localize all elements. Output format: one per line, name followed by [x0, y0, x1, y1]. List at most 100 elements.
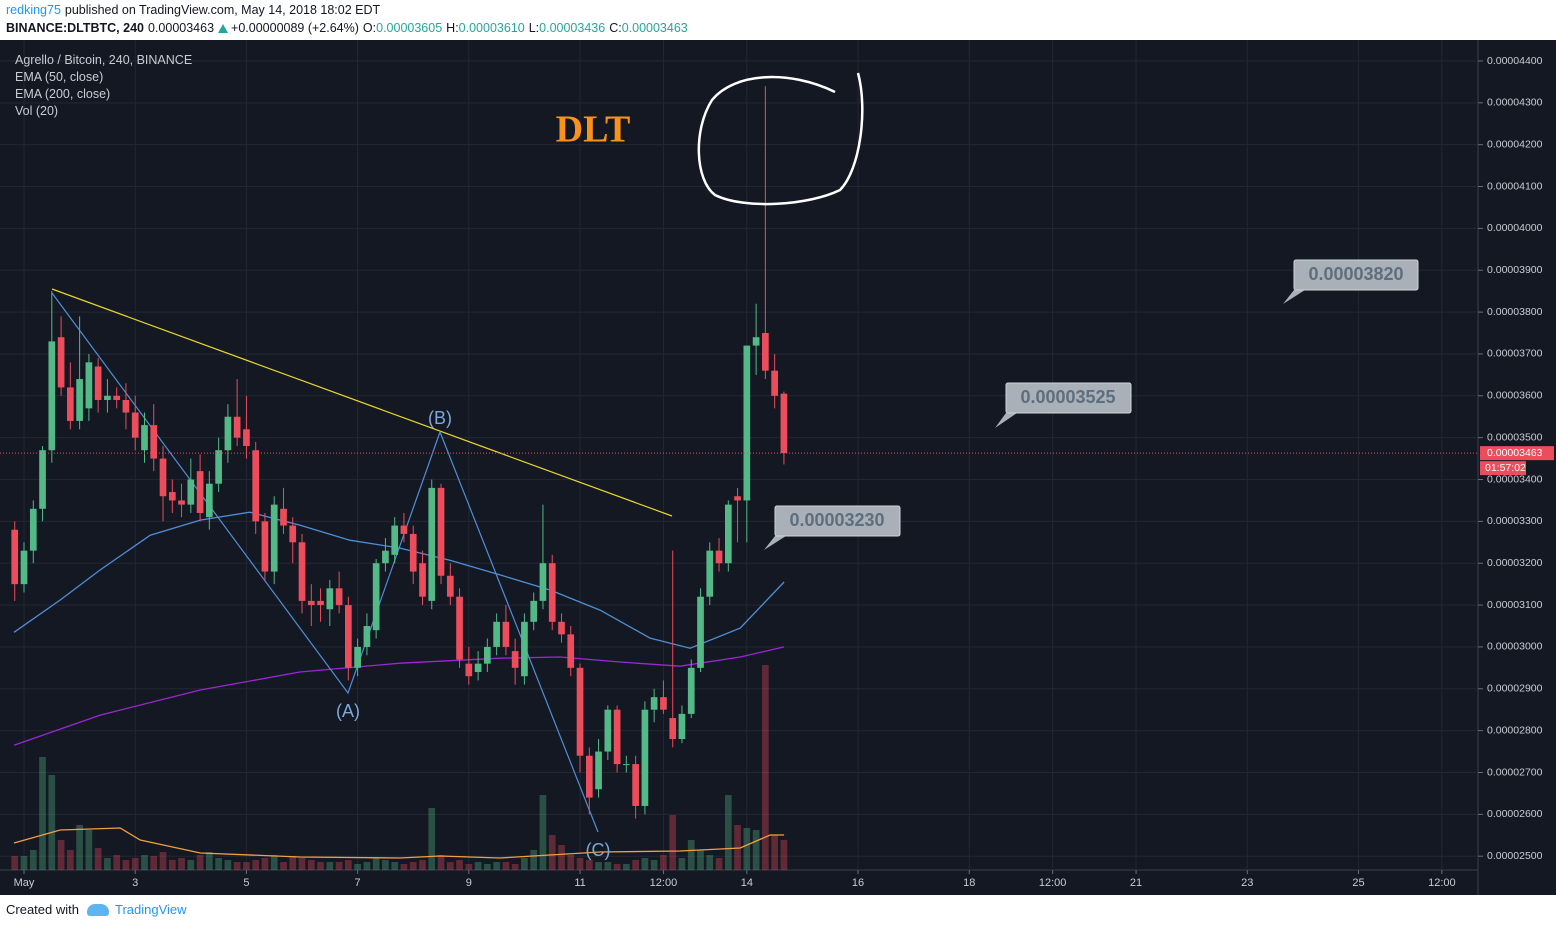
volume-bar	[419, 860, 426, 870]
candle-body	[224, 416, 232, 451]
volume-bar	[298, 858, 306, 870]
volume-bar	[724, 795, 732, 870]
volume-bar	[335, 862, 343, 870]
candle-body	[122, 399, 130, 413]
volume-bar	[196, 855, 204, 870]
candle-body	[530, 600, 538, 622]
logo	[86, 903, 109, 916]
candle-body	[94, 366, 102, 400]
volume-bar	[76, 825, 83, 870]
footer-brand[interactable]: TradingView	[114, 902, 187, 917]
x-tick-label: 12:00	[1428, 877, 1456, 889]
volume-bar	[372, 858, 380, 870]
candle-body	[595, 751, 602, 790]
last-price: 0.00003463	[147, 21, 215, 35]
volume-bar	[57, 840, 65, 870]
ohlc-value: 0.00003610	[458, 21, 525, 35]
callout-text: 0.00003820	[1308, 264, 1403, 284]
candle-body	[762, 333, 769, 371]
candle-body	[150, 425, 158, 459]
price-callout: 0.00003525	[995, 382, 1132, 428]
volume-bar	[650, 860, 658, 870]
y-tick-label: 0.00003900	[1487, 264, 1543, 276]
volume-bar	[687, 840, 695, 870]
y-tick-label: 0.00002500	[1487, 850, 1543, 862]
volume-bar	[270, 855, 278, 870]
wave-label: (A)	[336, 701, 360, 721]
candle-body	[567, 634, 575, 668]
candle-body	[604, 709, 612, 752]
candle-body	[706, 550, 714, 597]
candle-body	[484, 646, 491, 664]
candle-body	[678, 713, 686, 739]
header-line: BINANCE:DLTBTC, 240 0.00003463 +0.000000…	[6, 21, 692, 35]
candle-body	[205, 483, 213, 518]
candle-body	[113, 395, 121, 400]
x-tick-label: 3	[132, 877, 138, 889]
volume-bar	[289, 856, 297, 870]
y-tick-label: 0.00003600	[1487, 390, 1543, 402]
legend: Agrello / Bitcoin, 240, BINANCE EMA (50,…	[15, 52, 192, 120]
annotation: DLT	[556, 109, 631, 151]
trend-line	[51, 288, 673, 517]
volume-bar	[669, 815, 677, 870]
volume-bar	[780, 840, 788, 870]
y-tick-label: 0.00002700	[1487, 766, 1543, 778]
candle-body	[76, 379, 83, 421]
candle-body	[715, 550, 723, 564]
candle-body	[511, 651, 519, 668]
volume-bar	[85, 830, 93, 870]
published: published on TradingView.com, May 14, 20…	[64, 3, 381, 17]
callout-pointer	[1283, 290, 1305, 304]
candle-body	[131, 412, 139, 438]
volume-bar	[660, 855, 667, 870]
volume-bar	[104, 858, 111, 870]
candle-body	[270, 504, 278, 572]
candle-body	[521, 621, 528, 677]
x-tick-label: 18	[963, 877, 975, 889]
x-tick-label: 12:00	[1039, 877, 1067, 889]
candle-body	[104, 395, 111, 400]
countdown-tag	[1480, 461, 1526, 476]
y-tick-label: 0.00004000	[1487, 222, 1543, 234]
candle-body	[261, 521, 269, 572]
candle-body	[178, 500, 185, 505]
volume-bar	[20, 856, 28, 870]
volume-bar	[159, 852, 167, 870]
candle-body	[252, 450, 260, 522]
footer-text: Created with	[6, 902, 79, 917]
candle-body	[39, 450, 46, 509]
candle-body	[446, 575, 454, 597]
volume-bar	[317, 862, 324, 870]
volume-bar	[326, 862, 334, 870]
volume-bar	[576, 858, 584, 870]
candle-body	[697, 596, 704, 668]
candle-body	[363, 625, 371, 647]
y-tick-label: 0.00003000	[1487, 641, 1543, 653]
candle-body	[66, 387, 74, 421]
volume-bar	[678, 858, 686, 870]
volume-bar	[252, 860, 260, 870]
last-price-label: 0.00003463	[1487, 447, 1543, 459]
candle-body	[428, 487, 436, 601]
candle-body	[660, 697, 667, 710]
up-arrow	[218, 23, 229, 33]
candle-body	[724, 504, 732, 564]
volume-bar	[752, 830, 760, 870]
candle-body	[641, 709, 649, 806]
y-tick-label: 0.00003700	[1487, 348, 1543, 360]
volume-bar	[697, 850, 704, 870]
x-tick-label: 21	[1130, 877, 1142, 889]
volume-bar	[437, 855, 445, 870]
volume-bar	[261, 858, 269, 870]
candle-body	[298, 542, 306, 601]
volume-bar	[428, 808, 436, 870]
candle-body	[734, 496, 741, 501]
volume-bar	[456, 860, 463, 870]
last-price-tag	[1480, 446, 1554, 461]
candle-body	[29, 508, 37, 551]
y-tick-label: 0.00003500	[1487, 431, 1543, 443]
author[interactable]: redking75	[6, 3, 61, 17]
footer-background	[0, 895, 1556, 928]
